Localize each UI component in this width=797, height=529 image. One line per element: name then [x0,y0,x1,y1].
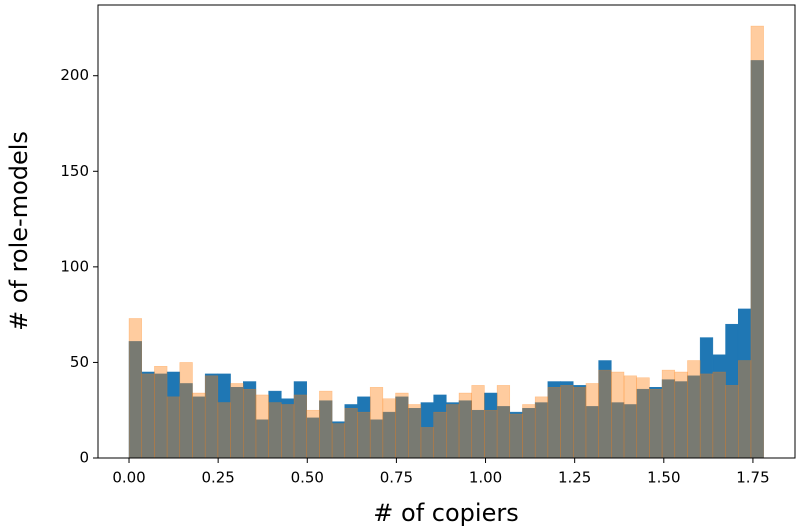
x-tick-label: 1.75 [736,469,769,487]
histogram-bar [192,392,206,459]
x-axis-label: # of copiers [373,499,518,527]
histogram-bar [699,373,714,459]
histogram-bar [179,362,193,459]
x-tick-label: 0.25 [201,469,234,487]
histogram-bar [458,392,472,459]
histogram-bar [166,396,181,459]
histogram-bar [331,423,346,459]
histogram-bar [611,371,625,459]
y-tick-label: 0 [79,449,89,467]
histogram-bar [357,411,371,459]
histogram-bar [598,369,612,459]
x-tick-label: 1.25 [558,469,591,487]
histogram-bar [319,390,333,459]
histogram-bar [154,366,168,459]
histogram-bar [636,377,650,459]
histogram-bar [484,409,498,459]
histogram-bar [420,427,434,459]
histogram-bar [446,404,460,459]
histogram-bar [369,387,384,459]
histogram-bar [687,360,701,459]
y-tick-label: 50 [70,353,89,371]
plot-frame [97,4,796,459]
histogram-bar [433,411,447,459]
y-axis-label: # of role-models [5,131,33,331]
y-tick-label: 100 [60,257,89,275]
x-tick-label: 1.00 [469,469,502,487]
histogram-bar [306,409,320,459]
y-tick-label: 150 [60,162,89,180]
histogram-bar [293,394,307,459]
histogram-bar [623,375,637,459]
histogram-bar [141,373,155,459]
histogram-bar [382,398,396,459]
x-tick-label: 1.50 [647,469,680,487]
histogram-bar [128,318,142,459]
histogram-bar [750,25,764,459]
histogram-bar [230,383,244,459]
histogram-bar [560,385,574,459]
histogram-bar [725,385,739,459]
histogram-bar [496,385,511,459]
histogram-bar [281,404,295,459]
histogram-bar [661,369,676,459]
y-tick-label: 200 [60,66,89,84]
histogram-bar [242,388,257,459]
histogram-bar [407,404,422,459]
histogram-bar [509,413,523,459]
histogram-bar [471,385,485,459]
histogram-bar [712,371,726,459]
histogram-bar [268,402,282,459]
x-tick-label: 0.75 [380,469,413,487]
histogram-bar [344,408,358,459]
histogram-bar [649,388,663,459]
histogram-bar [572,387,587,459]
histogram-bar [522,404,536,459]
histogram-bar [255,394,269,459]
histogram-bar [534,396,549,459]
histogram-bar [204,375,219,459]
histogram-bar [395,392,409,459]
x-tick-label: 0.50 [291,469,324,487]
histogram-bar [547,387,561,459]
histogram-bar [674,371,688,459]
histogram-bar [737,360,752,459]
histogram-bar [585,383,599,459]
x-tick-label: 0.00 [112,469,145,487]
histogram-bar [217,402,231,459]
